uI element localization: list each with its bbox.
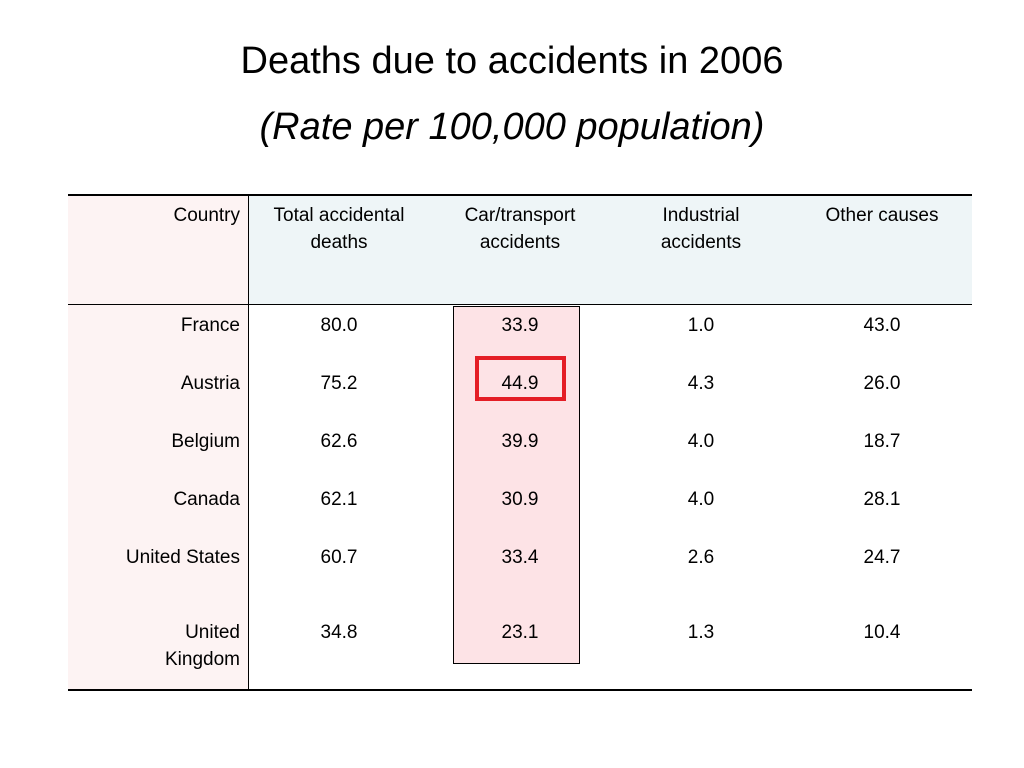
total-deaths-cell: 75.2 (320, 373, 358, 394)
header-country: Country (173, 205, 240, 226)
country-cell: Austria (180, 373, 240, 394)
other-causes-cell: 24.7 (863, 547, 901, 568)
table-bottom-border (68, 689, 972, 691)
other-causes-cell: 43.0 (863, 315, 901, 336)
slide-subtitle: (Rate per 100,000 population) (259, 106, 765, 148)
other-causes-cell: 18.7 (863, 431, 901, 452)
slide-title: Deaths due to accidents in 2006 (240, 40, 784, 82)
other-causes-cell: 10.4 (863, 622, 901, 643)
country-cell: United States (125, 547, 240, 568)
industrial-cell: 4.3 (687, 373, 715, 394)
car-transport-cell: 33.9 (501, 315, 539, 336)
total-deaths-cell: 62.1 (320, 489, 358, 510)
industrial-cell: 1.3 (687, 622, 715, 643)
country-cell: France (180, 315, 240, 336)
table-top-border (68, 194, 972, 196)
header-other-causes: Other causes (825, 205, 939, 226)
header-row-background (249, 194, 972, 304)
header-car-transport-accidents: Car/transport accidents (464, 205, 576, 253)
total-deaths-cell: 80.0 (320, 315, 358, 336)
car-transport-column-highlight (453, 306, 580, 664)
car-transport-cell: 39.9 (501, 431, 539, 452)
other-causes-cell: 28.1 (863, 489, 901, 510)
car-transport-cell: 23.1 (501, 622, 539, 643)
total-deaths-cell: 62.6 (320, 431, 358, 452)
car-transport-cell: 44.9 (501, 373, 539, 394)
other-causes-cell: 26.0 (863, 373, 901, 394)
country-column-divider (248, 194, 249, 691)
accident-deaths-table: Country Total accidental deaths Car/tran… (68, 194, 972, 691)
country-cell: United Kingdom (165, 622, 240, 670)
header-bottom-border (68, 304, 972, 305)
industrial-cell: 2.6 (687, 547, 715, 568)
country-column-background (68, 194, 248, 691)
country-cell: Canada (173, 489, 240, 510)
country-cell: Belgium (171, 431, 240, 452)
industrial-cell: 4.0 (687, 431, 715, 452)
car-transport-cell: 33.4 (501, 547, 539, 568)
header-total-accidental-deaths: Total accidental deaths (273, 205, 405, 253)
austria-car-value-highlight-box (475, 356, 566, 401)
car-transport-cell: 30.9 (501, 489, 539, 510)
industrial-cell: 4.0 (687, 489, 715, 510)
total-deaths-cell: 60.7 (320, 547, 358, 568)
industrial-cell: 1.0 (687, 315, 715, 336)
header-industrial-accidents: Industrial accidents (660, 205, 742, 253)
total-deaths-cell: 34.8 (320, 622, 358, 643)
